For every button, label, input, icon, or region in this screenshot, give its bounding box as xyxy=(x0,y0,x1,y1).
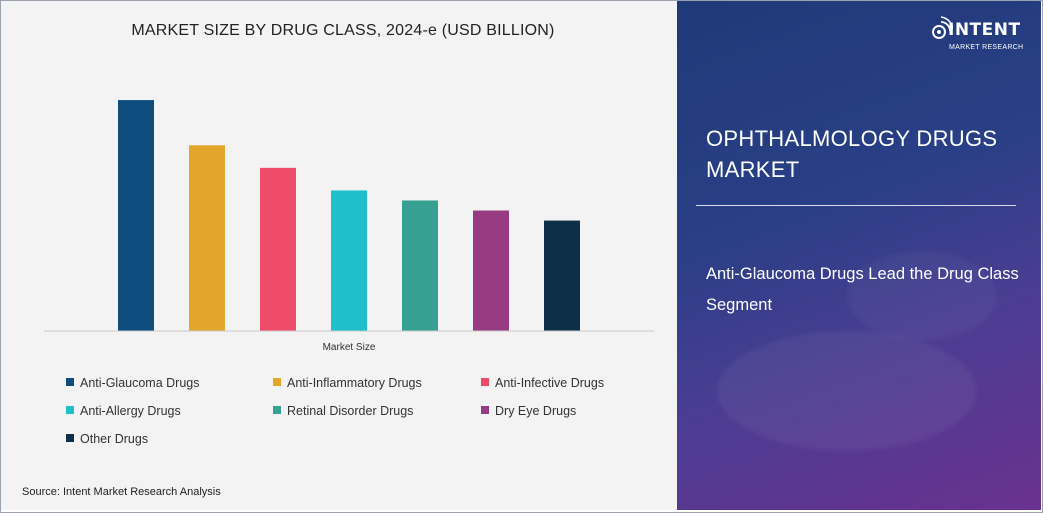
panel-subheadline: Anti-Glaucoma Drugs Lead the Drug Class … xyxy=(706,265,1019,314)
bar-chart: Market Size xyxy=(44,100,654,353)
logo: INTENT MARKET RESEARCH xyxy=(931,10,1031,58)
legend-item: Anti-Glaucoma Drugs xyxy=(66,376,200,390)
legend-swatch xyxy=(481,378,489,386)
legend-swatch xyxy=(481,406,489,414)
legend-label: Anti-Infective Drugs xyxy=(495,376,605,390)
legend-item: Dry Eye Drugs xyxy=(481,404,576,418)
bar-dry-eye-drugs xyxy=(473,210,509,331)
logo-name: INTENT xyxy=(948,20,1021,40)
x-axis-label: Market Size xyxy=(323,342,376,353)
bar-other-drugs xyxy=(544,220,580,331)
legend-swatch xyxy=(66,434,74,442)
panel-divider xyxy=(696,205,1016,206)
bar-anti-allergy-drugs xyxy=(331,190,367,331)
world-map-decoration xyxy=(717,331,977,451)
legend-item: Anti-Allergy Drugs xyxy=(66,404,181,418)
logo-tagline: MARKET RESEARCH xyxy=(949,44,1024,51)
legend-swatch xyxy=(273,378,281,386)
bar-anti-infective-drugs xyxy=(260,167,296,331)
bar-anti-inflammatory-drugs xyxy=(189,145,225,331)
legend-label: Other Drugs xyxy=(80,432,149,446)
panel-headline: OPHTHALMOLOGY DRUGS MARKET xyxy=(706,126,998,182)
bar-retinal-disorder-drugs xyxy=(402,200,438,331)
legend-swatch xyxy=(273,406,281,414)
legend-label: Anti-Inflammatory Drugs xyxy=(287,376,422,390)
bars-group xyxy=(118,100,580,331)
legend-item: Anti-Infective Drugs xyxy=(481,376,604,390)
legend-item: Anti-Inflammatory Drugs xyxy=(273,376,422,390)
legend-label: Retinal Disorder Drugs xyxy=(287,404,414,418)
source-note: Source: Intent Market Research Analysis xyxy=(22,486,221,498)
legend-item: Other Drugs xyxy=(66,432,148,446)
info-panel xyxy=(677,1,1041,510)
chart-title: MARKET SIZE BY DRUG CLASS, 2024-e (USD B… xyxy=(131,22,555,39)
legend-label: Anti-Allergy Drugs xyxy=(80,404,181,418)
signal-eye-icon xyxy=(932,16,953,39)
world-map-decoration-2 xyxy=(847,251,997,341)
legend-label: Anti-Glaucoma Drugs xyxy=(80,376,200,390)
legend-item: Retinal Disorder Drugs xyxy=(273,404,413,418)
legend-swatch xyxy=(66,378,74,386)
legend-label: Dry Eye Drugs xyxy=(495,404,577,418)
bar-anti-glaucoma-drugs xyxy=(118,100,154,331)
legend-swatch xyxy=(66,406,74,414)
